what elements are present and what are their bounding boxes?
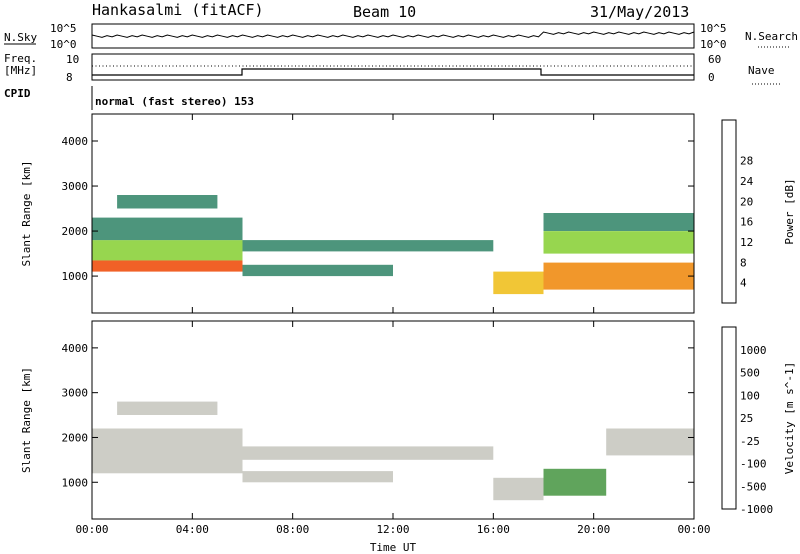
power-colorbar-tick: 20 bbox=[740, 195, 753, 208]
freq-panel-frame bbox=[91, 53, 695, 81]
velocity-colorbar-title: Velocity [m s^-1] bbox=[783, 362, 796, 475]
nave-tick-bottom: 0 bbox=[708, 71, 715, 84]
station-title: Hankasalmi (fitACF) bbox=[92, 1, 264, 19]
power-y-tick-label: 2000 bbox=[62, 225, 89, 238]
power-panel: 1000 2000 3000 4000 Slant Range [km] 4 8 12 16 20… bbox=[20, 113, 796, 314]
velocity-y-tick-label: 3000 bbox=[62, 387, 89, 400]
nave-label: Nave bbox=[748, 64, 775, 77]
x-tick-label: 20:00 bbox=[577, 523, 610, 536]
velocity-colorbar-tick: -25 bbox=[740, 435, 760, 448]
x-tick-label: 04:00 bbox=[176, 523, 209, 536]
nsearch-label: N.Search bbox=[745, 30, 798, 43]
cpid-label: CPID bbox=[4, 87, 31, 100]
power-echo-band bbox=[92, 260, 243, 272]
power-colorbar-tick: 28 bbox=[740, 155, 753, 168]
velocity-echo-band bbox=[242, 446, 494, 460]
velocity-colorbar-tick: 100 bbox=[740, 389, 760, 402]
x-tick-label: 16:00 bbox=[477, 523, 510, 536]
velocity-colorbar-tick: -100 bbox=[740, 458, 767, 471]
velocity-colorbar-tick: -500 bbox=[740, 480, 767, 493]
x-tick-label: 08:00 bbox=[276, 523, 309, 536]
velocity-echo-band bbox=[117, 401, 218, 415]
power-y-tick-label: 3000 bbox=[62, 180, 89, 193]
power-echo-band bbox=[92, 240, 243, 261]
power-echo-band bbox=[92, 217, 243, 241]
freq-tick-bottom: 8 bbox=[66, 71, 73, 84]
velocity-y-tick-label: 1000 bbox=[62, 476, 89, 489]
power-colorbar-tick: 16 bbox=[740, 216, 753, 229]
power-colorbar-frame bbox=[721, 119, 737, 304]
power-colorbar-tick: 4 bbox=[740, 277, 747, 290]
velocity-colorbar-tick: -1000 bbox=[740, 503, 773, 516]
power-colorbar-tick: 8 bbox=[740, 256, 747, 269]
beam-title: Beam 10 bbox=[353, 3, 416, 21]
power-echo-band bbox=[242, 264, 393, 277]
freq-label: Freq. bbox=[4, 52, 37, 65]
noise-sky-trace bbox=[91, 31, 695, 38]
noise-tick-top-right: 10^5 bbox=[700, 22, 727, 35]
noise-panel-frame bbox=[91, 23, 695, 49]
noise-tick-bottom-right: 10^0 bbox=[700, 38, 727, 51]
nsky-label: N.Sky bbox=[4, 31, 37, 44]
velocity-colorbar-tick: 25 bbox=[740, 412, 753, 425]
x-axis-title: Time UT bbox=[370, 541, 417, 554]
nave-tick-top: 60 bbox=[708, 53, 721, 66]
power-colorbar-title: Power [dB] bbox=[783, 178, 796, 244]
power-echo-band bbox=[543, 213, 694, 231]
velocity-y-axis-title: Slant Range [km] bbox=[20, 367, 33, 473]
velocity-colorbar-tick: 1000 bbox=[740, 344, 767, 357]
x-tick-label: 12:00 bbox=[376, 523, 409, 536]
power-echo-band bbox=[543, 262, 694, 290]
velocity-y-tick-label: 4000 bbox=[62, 342, 89, 355]
velocity-colorbar-tick: 500 bbox=[740, 367, 760, 380]
power-y-tick-label: 4000 bbox=[62, 135, 89, 148]
x-tick-label: 00:00 bbox=[75, 523, 108, 536]
cpid-text: normal (fast stereo) 153 bbox=[95, 95, 254, 108]
noise-tick-bottom: 10^0 bbox=[50, 38, 77, 51]
power-echo-band bbox=[493, 271, 544, 295]
power-y-tick-label: 1000 bbox=[62, 270, 89, 283]
velocity-echo-band bbox=[493, 477, 544, 501]
power-echo-band bbox=[242, 240, 494, 252]
noise-tick-top: 10^5 bbox=[50, 22, 77, 35]
velocity-panel: 1000 2000 3000 4000 00:00 04:00 08:00 12:00 16:0… bbox=[20, 320, 796, 536]
velocity-echo-band bbox=[92, 428, 243, 474]
freq-unit-label: [MHz] bbox=[4, 64, 37, 77]
date-title: 31/May/2013 bbox=[590, 3, 689, 21]
power-echo-band bbox=[117, 195, 218, 209]
power-y-axis-title: Slant Range [km] bbox=[20, 161, 33, 267]
velocity-echo-band bbox=[543, 468, 607, 496]
frequency-trace bbox=[92, 68, 694, 76]
velocity-colorbar-frame bbox=[721, 326, 737, 510]
power-echo-band bbox=[543, 231, 694, 254]
velocity-echo-band bbox=[606, 428, 694, 456]
x-tick-label: 00:00 bbox=[677, 523, 710, 536]
power-colorbar-tick: 12 bbox=[740, 236, 753, 249]
freq-tick-top: 10 bbox=[66, 53, 79, 66]
velocity-y-tick-label: 2000 bbox=[62, 431, 89, 444]
velocity-echo-band bbox=[242, 471, 393, 483]
power-colorbar-tick: 24 bbox=[740, 175, 754, 188]
